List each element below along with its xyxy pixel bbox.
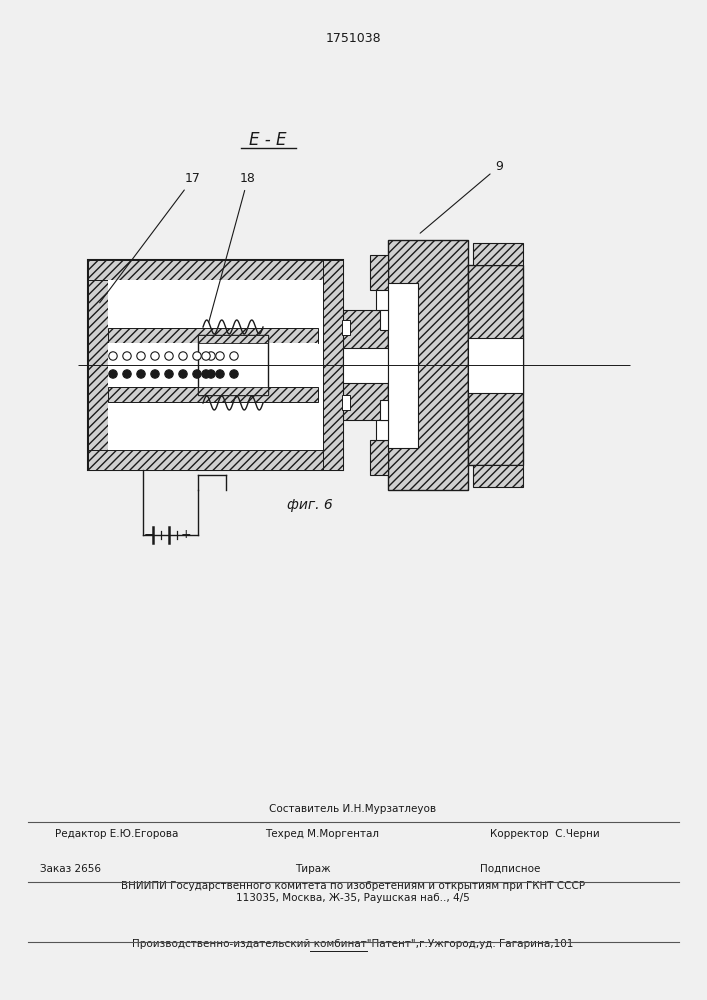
- Text: фиг. 6: фиг. 6: [287, 498, 333, 512]
- Bar: [343, 310, 388, 420]
- Bar: [88, 260, 343, 470]
- Bar: [376, 420, 388, 440]
- Bar: [108, 343, 318, 387]
- Text: Техред М.Моргентал: Техред М.Моргентал: [265, 829, 379, 839]
- Circle shape: [230, 370, 238, 378]
- Circle shape: [179, 352, 187, 360]
- Circle shape: [201, 352, 210, 360]
- Bar: [376, 290, 388, 310]
- Bar: [198, 387, 268, 395]
- Bar: [342, 320, 350, 335]
- Text: 113035, Москва, Ж-35, Раушская наб.., 4/5: 113035, Москва, Ж-35, Раушская наб.., 4/…: [236, 893, 470, 903]
- Bar: [108, 387, 318, 402]
- Circle shape: [201, 370, 210, 378]
- Circle shape: [216, 352, 224, 360]
- Bar: [343, 348, 388, 382]
- Bar: [370, 440, 388, 475]
- Circle shape: [193, 370, 201, 378]
- Bar: [88, 450, 343, 470]
- Circle shape: [165, 352, 173, 360]
- Bar: [342, 395, 350, 410]
- Bar: [198, 335, 268, 343]
- Text: Составитель И.Н.Мурзатлеуов: Составитель И.Н.Мурзатлеуов: [269, 804, 436, 814]
- Circle shape: [136, 352, 145, 360]
- Text: Заказ 2656: Заказ 2656: [40, 864, 101, 874]
- Circle shape: [123, 370, 132, 378]
- Bar: [468, 265, 523, 465]
- Text: 9: 9: [420, 160, 503, 233]
- Circle shape: [109, 370, 117, 378]
- Text: E - E: E - E: [250, 131, 287, 149]
- Text: Производственно-издательский комбинат"Патент",г.Ужгород,уд. Гагарина,101: Производственно-издательский комбинат"Па…: [132, 939, 573, 949]
- Bar: [370, 255, 388, 290]
- Circle shape: [193, 352, 201, 360]
- Bar: [88, 260, 108, 470]
- Text: −: −: [144, 528, 153, 542]
- Bar: [108, 328, 318, 343]
- Text: Подписное: Подписное: [480, 864, 540, 874]
- Text: 18: 18: [209, 172, 256, 322]
- Text: 17: 17: [100, 172, 201, 303]
- Bar: [380, 310, 388, 330]
- Text: 1751038: 1751038: [325, 31, 381, 44]
- Text: Корректор  С.Черни: Корректор С.Черни: [490, 829, 600, 839]
- Circle shape: [216, 370, 224, 378]
- Circle shape: [179, 370, 187, 378]
- Text: Редактор Е.Ю.Егорова: Редактор Е.Ю.Егорова: [55, 829, 178, 839]
- Bar: [380, 400, 388, 420]
- Bar: [108, 280, 323, 450]
- Bar: [473, 243, 523, 265]
- Bar: [198, 335, 268, 395]
- Circle shape: [207, 352, 215, 360]
- Bar: [388, 240, 468, 490]
- Bar: [323, 260, 343, 470]
- Circle shape: [151, 370, 159, 378]
- Circle shape: [165, 370, 173, 378]
- Circle shape: [207, 370, 215, 378]
- Bar: [468, 338, 523, 392]
- Bar: [473, 465, 523, 487]
- Circle shape: [123, 352, 132, 360]
- Text: ВНИИПИ Государственного комитета по изобретениям и открытиям при ГКНТ СССР: ВНИИПИ Государственного комитета по изоб…: [121, 881, 585, 891]
- Bar: [88, 260, 343, 280]
- Text: Тираж: Тираж: [295, 864, 331, 874]
- Bar: [388, 282, 418, 448]
- Circle shape: [136, 370, 145, 378]
- Circle shape: [109, 352, 117, 360]
- Circle shape: [230, 352, 238, 360]
- Circle shape: [151, 352, 159, 360]
- Text: +: +: [180, 528, 191, 542]
